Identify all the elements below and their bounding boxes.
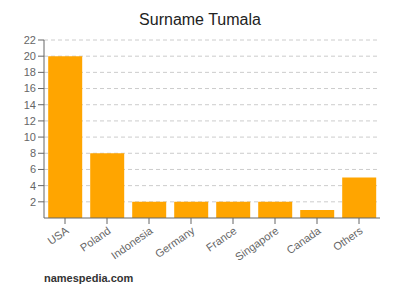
- svg-text:6: 6: [30, 163, 36, 175]
- svg-text:Canada: Canada: [284, 224, 323, 256]
- svg-text:Poland: Poland: [78, 224, 113, 253]
- svg-text:2: 2: [30, 196, 36, 208]
- svg-text:Germany: Germany: [153, 224, 197, 260]
- html-text:namespedia.com: namespedia.com: [44, 272, 134, 284]
- svg-text:4: 4: [30, 180, 36, 192]
- svg-text:20: 20: [24, 50, 36, 62]
- svg-text:Singapore: Singapore: [233, 224, 281, 263]
- svg-text:8: 8: [30, 147, 36, 159]
- svg-text:France: France: [204, 224, 239, 253]
- svg-text:Others: Others: [331, 224, 365, 253]
- svg-text:USA: USA: [45, 224, 71, 247]
- svg-text:14: 14: [24, 99, 36, 111]
- svg-text:Indonesia: Indonesia: [109, 224, 156, 262]
- svg-text:16: 16: [24, 82, 36, 94]
- html-text:Surname Tumala: Surname Tumala: [139, 11, 261, 28]
- svg-text:22: 22: [24, 34, 36, 46]
- svg-text:12: 12: [24, 115, 36, 127]
- svg-text:18: 18: [24, 66, 36, 78]
- svg-text:10: 10: [24, 131, 36, 143]
